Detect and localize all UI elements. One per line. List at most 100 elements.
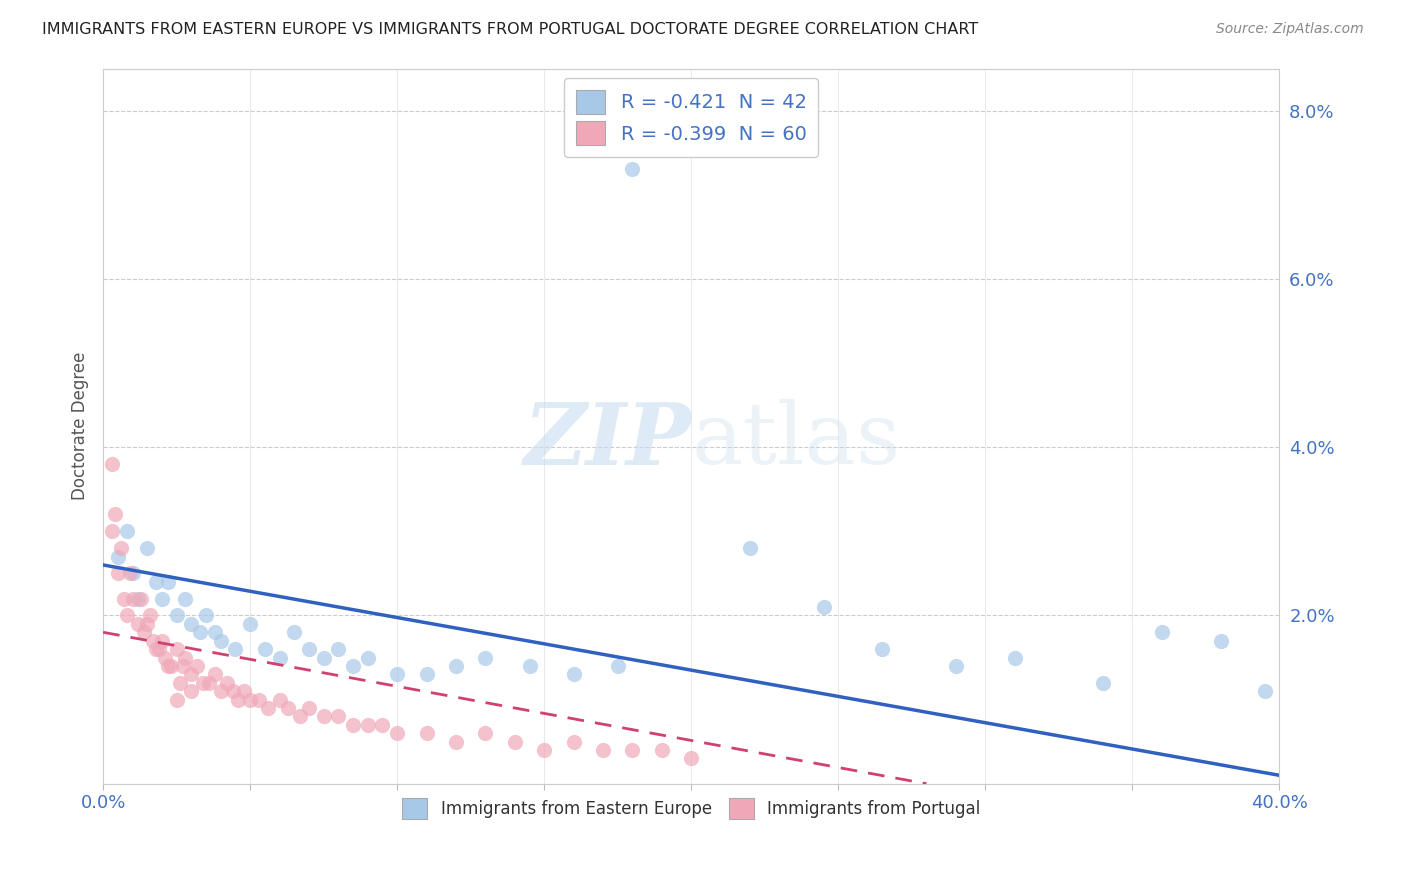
Point: [156, 574, 179, 589]
Point: [1004, 650, 1026, 665]
Point: [269, 650, 291, 665]
Point: [387, 726, 409, 740]
Point: [621, 162, 644, 177]
Point: [651, 743, 673, 757]
Point: [209, 684, 232, 698]
Point: [215, 675, 238, 690]
Point: [312, 650, 335, 665]
Point: [562, 734, 585, 748]
Point: [104, 508, 127, 522]
Point: [112, 591, 135, 606]
Point: [269, 692, 291, 706]
Point: [277, 701, 299, 715]
Point: [328, 709, 350, 723]
Point: [101, 524, 124, 539]
Point: [288, 709, 311, 723]
Point: [118, 566, 141, 581]
Point: [139, 608, 162, 623]
Point: [166, 608, 188, 623]
Point: [233, 684, 256, 698]
Point: [209, 633, 232, 648]
Point: [533, 743, 555, 757]
Point: [592, 743, 614, 757]
Point: [180, 616, 202, 631]
Point: [562, 667, 585, 681]
Point: [444, 659, 467, 673]
Point: [253, 642, 276, 657]
Point: [415, 726, 437, 740]
Point: [121, 566, 143, 581]
Point: [738, 541, 761, 556]
Point: [188, 625, 211, 640]
Point: [298, 642, 321, 657]
Text: Source: ZipAtlas.com: Source: ZipAtlas.com: [1216, 22, 1364, 37]
Point: [312, 709, 335, 723]
Point: [621, 743, 644, 757]
Point: [371, 718, 394, 732]
Point: [256, 701, 278, 715]
Point: [127, 591, 149, 606]
Text: atlas: atlas: [692, 399, 900, 482]
Point: [1254, 684, 1277, 698]
Point: [387, 667, 409, 681]
Point: [101, 457, 124, 471]
Point: [474, 726, 496, 740]
Point: [107, 566, 129, 581]
Point: [357, 650, 380, 665]
Point: [415, 667, 437, 681]
Point: [115, 608, 138, 623]
Point: [169, 675, 191, 690]
Point: [186, 659, 208, 673]
Point: [134, 625, 156, 640]
Point: [131, 591, 153, 606]
Point: [239, 616, 262, 631]
Point: [159, 659, 181, 673]
Point: [110, 541, 132, 556]
Point: [221, 684, 243, 698]
Point: [328, 642, 350, 657]
Point: [945, 659, 967, 673]
Point: [224, 642, 246, 657]
Point: [174, 650, 197, 665]
Point: [357, 718, 380, 732]
Point: [136, 541, 159, 556]
Point: [342, 659, 364, 673]
Point: [145, 574, 167, 589]
Point: [1150, 625, 1173, 640]
Point: [519, 659, 541, 673]
Point: [228, 692, 250, 706]
Point: [247, 692, 270, 706]
Point: [503, 734, 526, 748]
Point: [145, 642, 167, 657]
Point: [1209, 633, 1232, 648]
Point: [1091, 675, 1114, 690]
Point: [166, 692, 188, 706]
Point: [191, 675, 214, 690]
Point: [148, 642, 170, 657]
Point: [121, 591, 143, 606]
Point: [195, 608, 218, 623]
Y-axis label: Doctorate Degree: Doctorate Degree: [72, 352, 89, 500]
Point: [150, 591, 173, 606]
Point: [174, 591, 197, 606]
Point: [204, 625, 226, 640]
Text: ZIP: ZIP: [523, 399, 692, 483]
Point: [198, 675, 221, 690]
Point: [136, 616, 159, 631]
Point: [872, 642, 894, 657]
Legend: Immigrants from Eastern Europe, Immigrants from Portugal: Immigrants from Eastern Europe, Immigran…: [395, 792, 987, 825]
Point: [606, 659, 628, 673]
Text: IMMIGRANTS FROM EASTERN EUROPE VS IMMIGRANTS FROM PORTUGAL DOCTORATE DEGREE CORR: IMMIGRANTS FROM EASTERN EUROPE VS IMMIGR…: [42, 22, 979, 37]
Point: [142, 633, 165, 648]
Point: [166, 642, 188, 657]
Point: [180, 684, 202, 698]
Point: [342, 718, 364, 732]
Point: [239, 692, 262, 706]
Point: [283, 625, 305, 640]
Point: [127, 616, 149, 631]
Point: [681, 751, 703, 765]
Point: [298, 701, 321, 715]
Point: [172, 659, 194, 673]
Point: [150, 633, 173, 648]
Point: [180, 667, 202, 681]
